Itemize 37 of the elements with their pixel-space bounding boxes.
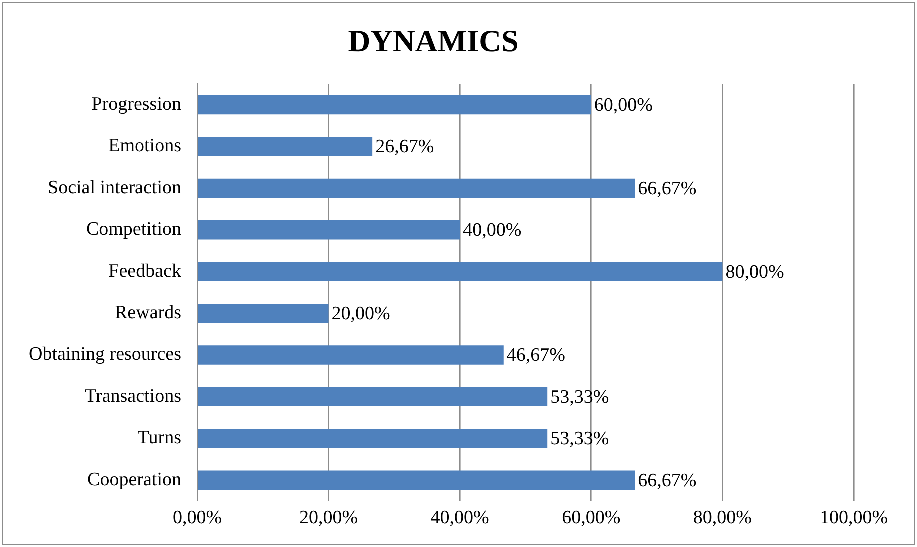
x-tick-label: 0,00% [172,508,222,529]
data-label: 53,33% [550,386,610,408]
y-tick-label: Emotions [108,136,182,157]
data-label: 26,67% [376,136,434,158]
bar [198,470,636,490]
y-tick-label: Rewards [115,302,182,324]
data-label: 66,67% [638,470,697,492]
data-label: 20,00% [332,304,391,325]
x-tick-label: 60,00% [562,508,621,529]
data-label: 66,67% [638,178,697,200]
bar [198,429,548,448]
data-label: 80,00% [726,262,784,283]
x-tick-label: 80,00% [693,508,752,529]
y-tick-label: Progression [92,94,182,116]
bar [198,262,723,282]
bar [198,304,329,324]
y-tick-label: Transactions [85,386,182,407]
y-tick-label: Turns [138,428,182,449]
bar [198,346,504,365]
x-tick-label: 100,00% [820,508,888,529]
y-tick-label: Feedback [108,260,182,282]
data-label: 53,33% [550,428,610,450]
x-tick-label: 40,00% [430,508,490,529]
bar [198,387,548,407]
y-tick-label: Cooperation [88,469,182,490]
data-label: 40,00% [463,220,522,242]
chart-title: DYNAMICS [348,24,519,59]
y-tick-label: Obtaining resources [29,344,182,366]
data-label: 60,00% [594,95,654,116]
bar [198,137,373,156]
y-tick-label: Competition [86,219,182,240]
y-tick-label: Social interaction [48,177,182,198]
bar [198,178,636,198]
data-label: 46,67% [506,345,566,366]
bar [198,95,592,115]
bar [198,220,460,240]
x-tick-label: 20,00% [299,508,358,529]
